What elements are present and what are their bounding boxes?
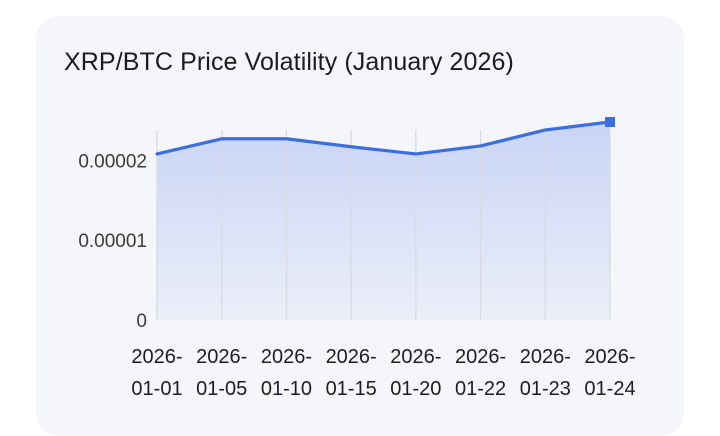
y-tick-label: 0.00001 (78, 231, 147, 252)
x-tick-label-line2: 01-20 (390, 378, 441, 400)
chart-title: XRP/BTC Price Volatility (January 2026) (64, 48, 514, 76)
x-tick-label-line1: 2026- (584, 346, 635, 368)
x-tick-label-line1: 2026- (520, 346, 571, 368)
area-fill (157, 121, 610, 321)
x-tick-label-line2: 01-05 (196, 378, 247, 400)
x-tick-label-line2: 01-22 (455, 378, 506, 400)
x-tick-label-line1: 2026- (455, 346, 506, 368)
x-tick-label-line2: 01-01 (131, 378, 182, 400)
x-tick-label-line2: 01-23 (520, 378, 571, 400)
chart-plot: 0 0.00001 0.00002 2026- 01-01 2026- 01-05 2026-… (78, 116, 636, 400)
series-line (155, 120, 612, 156)
data-point-2026-01-24 (605, 116, 615, 127)
x-tick-label-line2: 01-15 (326, 378, 377, 400)
x-tick-label-line1: 2026- (390, 346, 441, 368)
x-tick-label-line2: 01-24 (584, 378, 635, 400)
x-tick-label-line2: 01-10 (261, 378, 312, 400)
y-tick-label: 0.00002 (78, 151, 147, 172)
x-tick-label-line1: 2026- (326, 346, 377, 368)
x-tick-label-line1: 2026- (131, 346, 182, 368)
y-tick-label: 0 (136, 311, 147, 332)
x-tick-label-line1: 2026- (196, 346, 247, 368)
x-tick-label-line1: 2026- (261, 346, 312, 368)
